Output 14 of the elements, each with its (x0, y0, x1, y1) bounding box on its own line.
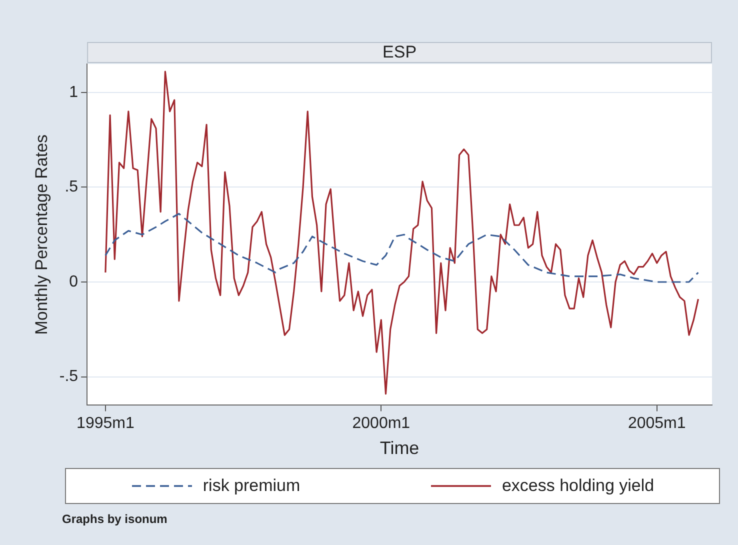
x-tick-label: 1995m1 (76, 415, 134, 432)
y-tick-label: 0 (69, 273, 78, 290)
y-tick-label: -.5 (59, 368, 78, 386)
x-axis-title: Time (380, 438, 420, 458)
line-series (104, 212, 700, 283)
x-tick-label: 2005m1 (628, 415, 686, 432)
y-tick-label: .5 (64, 178, 78, 196)
y-tick-label: 1 (69, 84, 78, 101)
x-tick-label: 2000m1 (352, 415, 410, 432)
legend-label: risk premium (202, 476, 300, 496)
text: Graphs by isonum (62, 512, 168, 526)
legend-label: excess holding yield (502, 476, 654, 496)
chart-title: ESP (382, 42, 417, 62)
y-axis-title: Monthly Percentage Rates (32, 134, 51, 335)
